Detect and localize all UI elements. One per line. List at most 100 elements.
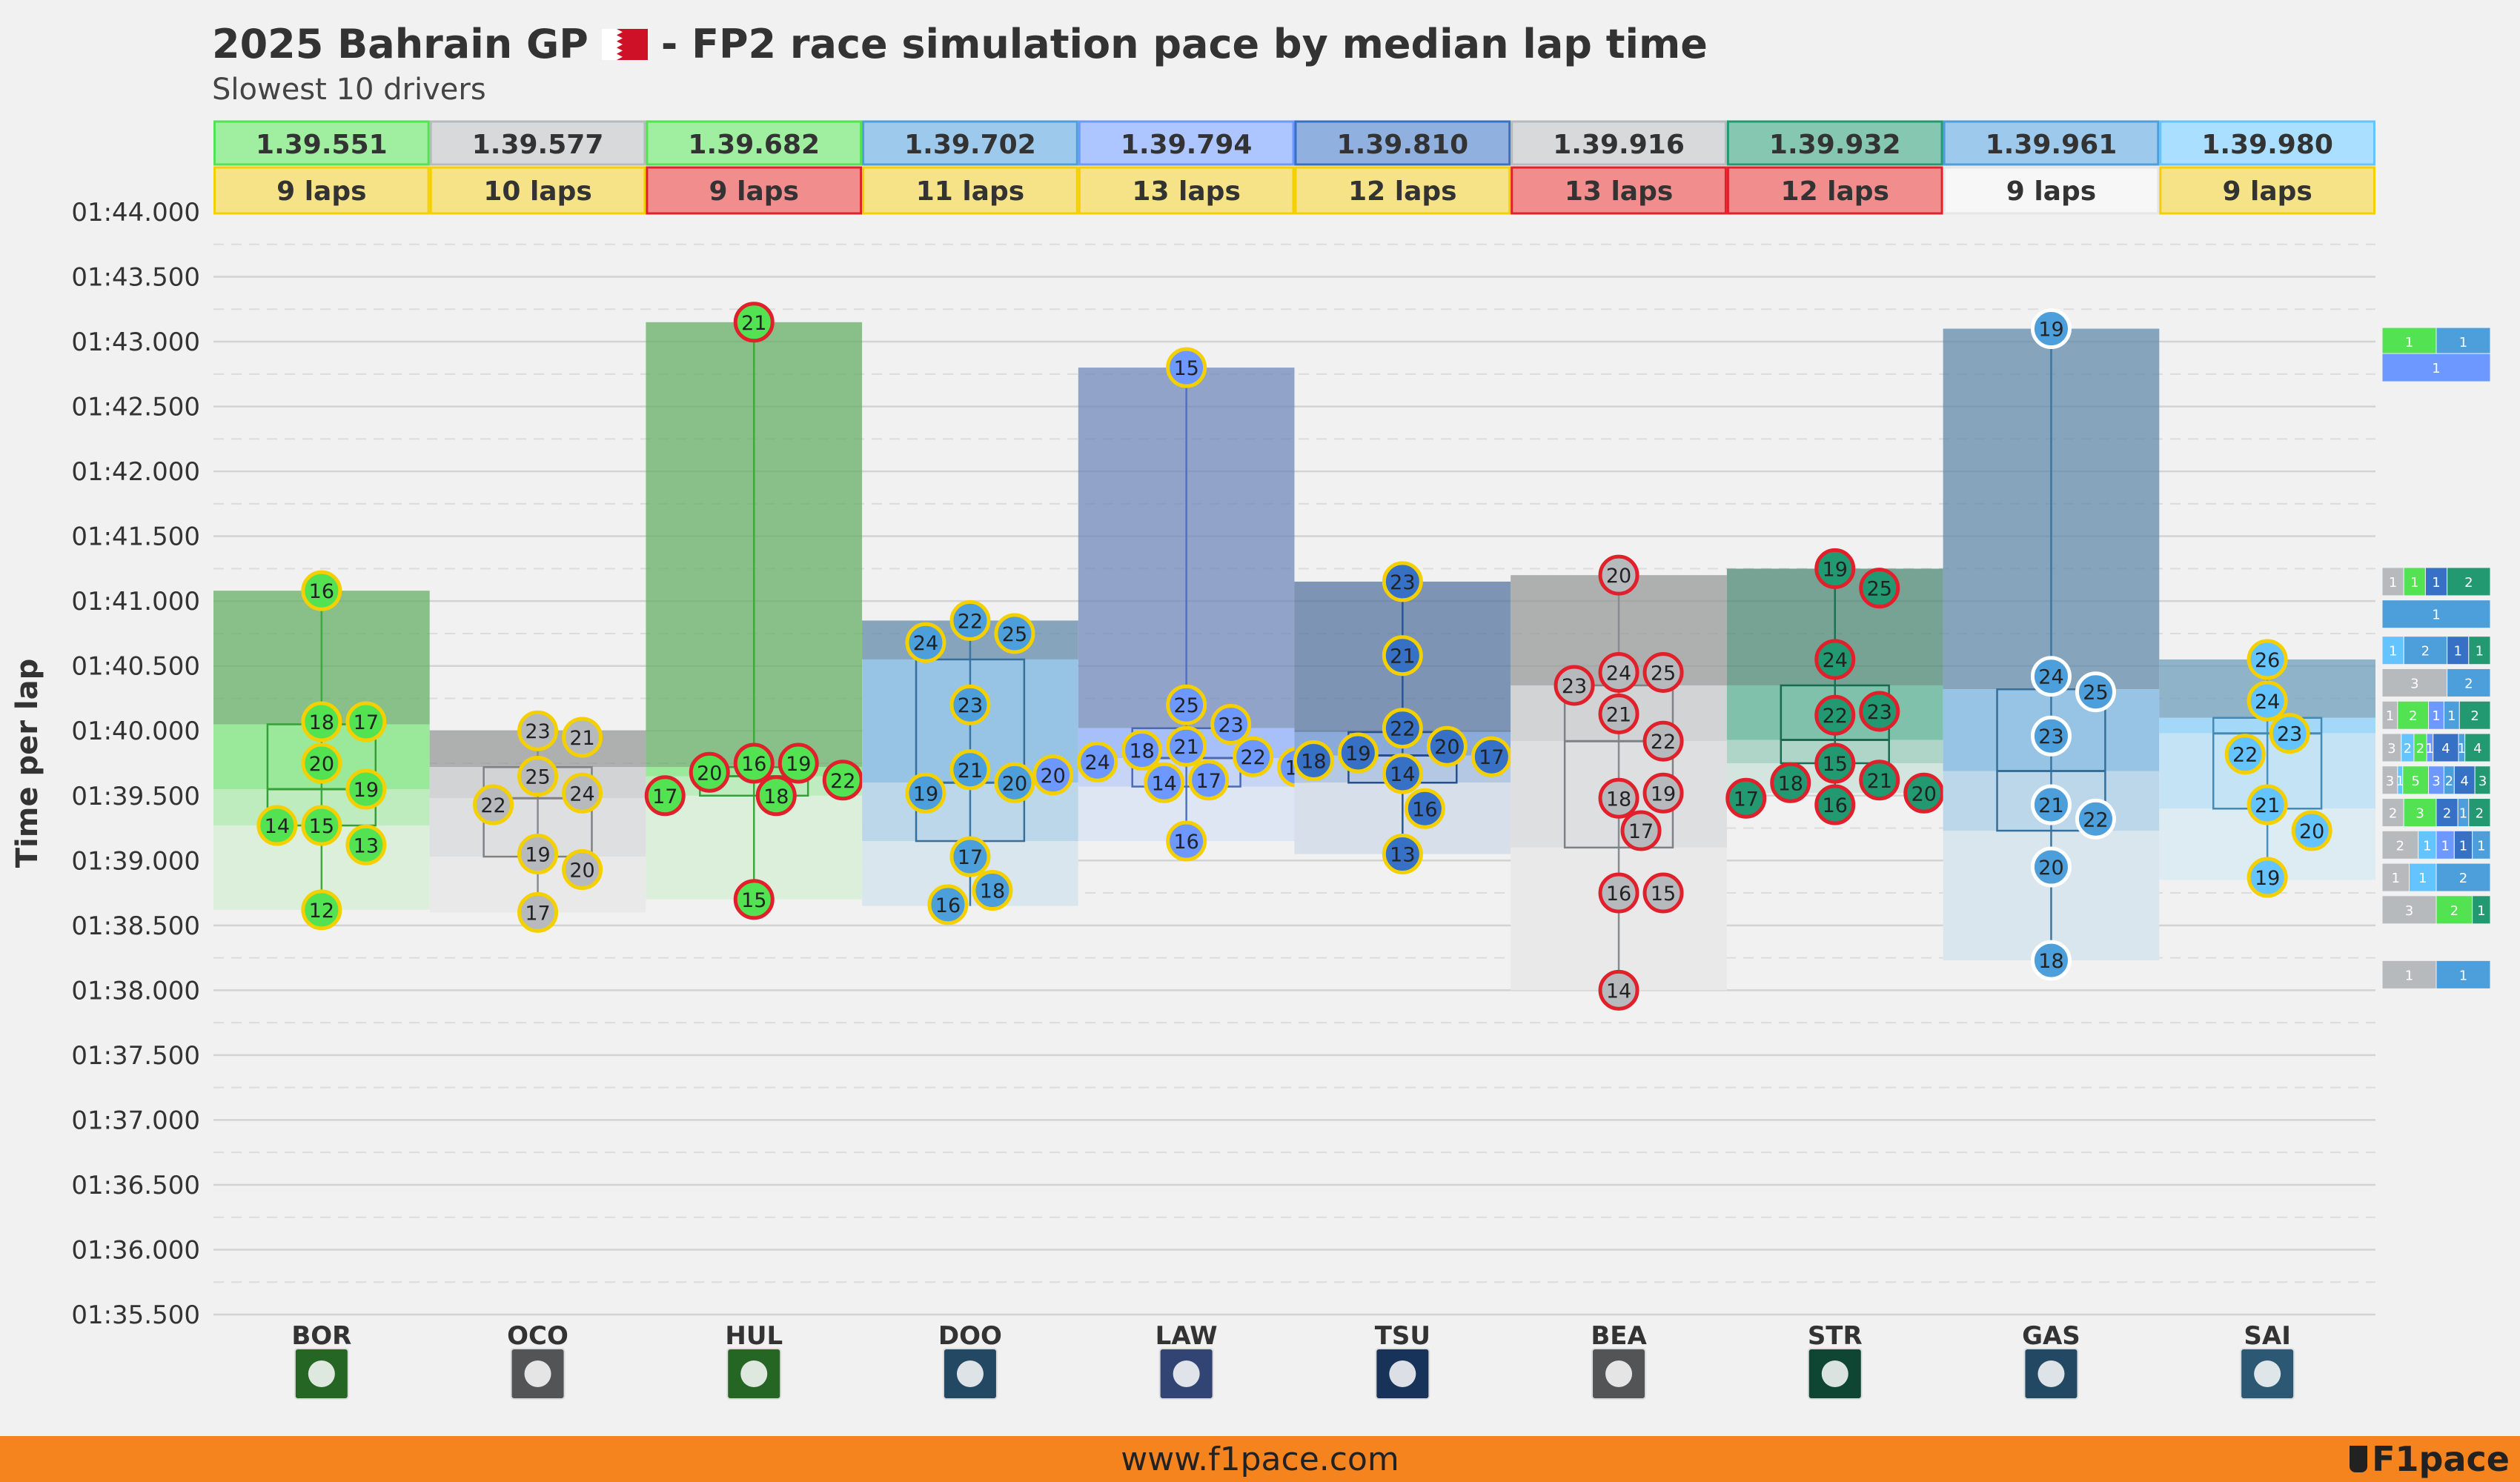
- lap-number: 14: [1606, 980, 1631, 1003]
- lap-number: 16: [1606, 883, 1631, 906]
- histogram-count: 1: [2459, 335, 2467, 350]
- histogram-cell: [2436, 863, 2491, 892]
- histogram-cell: [2381, 895, 2437, 925]
- y-tick-label: 01:39.500: [71, 782, 200, 811]
- y-tick-label: 01:44.000: [71, 198, 200, 227]
- lap-point: [1166, 725, 1207, 767]
- histogram-cell: [2447, 567, 2491, 597]
- lap-point: [1210, 703, 1252, 745]
- histogram-count: 4: [2461, 774, 2469, 789]
- lap-number: 17: [354, 711, 379, 734]
- histogram-cell: [2402, 765, 2430, 795]
- lap-point: [949, 749, 991, 791]
- side-histogram: 1 111 1 1 211 2 1 13 21 2 1 1 23 2 2 1 4 1 43 1 5 3 2 4 32 3 2 1 22 1…: [2381, 327, 2491, 989]
- lap-number: 13: [1390, 844, 1415, 867]
- footer-url[interactable]: www.f1pace.com: [1121, 1441, 1399, 1478]
- median-box: [1078, 120, 1295, 166]
- lap-point: [2030, 940, 2072, 981]
- histogram-count: 1: [2426, 741, 2434, 757]
- histogram-count: 1: [2405, 335, 2413, 350]
- lap-point: [972, 870, 1013, 911]
- lap-number: 26: [2255, 649, 2280, 672]
- y-tick-label: 01:41.000: [71, 587, 200, 617]
- histogram-count: 1: [2476, 644, 2484, 659]
- median-box: [646, 120, 863, 166]
- lap-point: [1598, 554, 1639, 596]
- lap-point: [733, 879, 775, 920]
- lap-number: 15: [309, 815, 334, 838]
- lap-number: 15: [741, 889, 766, 912]
- team-logo-mark-icon: [308, 1360, 335, 1387]
- histogram-count: 1: [2389, 575, 2397, 591]
- histogram-cell: [2433, 733, 2459, 762]
- lap-count: 12 laps: [1348, 176, 1456, 207]
- lap-number: 25: [1867, 578, 1892, 601]
- lap-number: 21: [1173, 736, 1198, 759]
- lap-number: 20: [697, 762, 722, 785]
- driver-code: BEA: [1591, 1321, 1647, 1351]
- histogram-cell: [2453, 765, 2476, 795]
- lap-point: [1598, 651, 1639, 693]
- lap-number: 19: [354, 779, 379, 802]
- histogram-count: 1: [2441, 838, 2449, 854]
- cup-icon: [2350, 1446, 2368, 1472]
- driver-code: OCO: [507, 1321, 568, 1351]
- lap-number: 19: [786, 753, 811, 776]
- lap-number: 17: [1196, 770, 1221, 793]
- y-tick-label: 01:37.000: [71, 1106, 200, 1135]
- lap-number: 23: [2038, 725, 2063, 748]
- lap-number: 24: [913, 632, 938, 655]
- histogram-cell: [2381, 636, 2404, 665]
- histogram-count: 1: [2477, 903, 2485, 919]
- lap-number: 20: [1434, 736, 1459, 759]
- lap-point: [1859, 568, 1900, 609]
- histogram-count: 2: [2416, 741, 2424, 757]
- lap-number: 20: [1911, 782, 1937, 805]
- histogram-count: 2: [2389, 806, 2397, 822]
- lap-number: 23: [1867, 701, 1892, 724]
- histogram-cell: [2381, 599, 2491, 629]
- lap-count: 9 laps: [709, 176, 799, 207]
- lap-number: 24: [2038, 666, 2063, 689]
- team-logo-mark-icon: [1605, 1360, 1633, 1387]
- median-lap-time: 1.39.702: [904, 130, 1036, 160]
- y-tick-label: 01:39.000: [71, 846, 200, 876]
- histogram-cell: [2403, 798, 2437, 828]
- lap-point: [473, 784, 514, 825]
- histogram-count: 3: [2478, 774, 2487, 789]
- driver-code: TSU: [1375, 1321, 1430, 1351]
- median-lap-time: 1.39.682: [688, 130, 820, 160]
- lap-point: [2247, 784, 2288, 825]
- histogram-count: 2: [2450, 903, 2458, 919]
- lap-point: [1337, 732, 1379, 774]
- histogram-count: 1: [2459, 838, 2467, 854]
- lap-number: 20: [2038, 857, 2063, 880]
- lap-number: 20: [569, 860, 594, 883]
- lap-count: 9 laps: [2222, 176, 2312, 207]
- lap-number: 23: [1218, 714, 1243, 737]
- y-axis-label: Time per lap: [10, 659, 44, 868]
- lap-point: [345, 701, 387, 742]
- lap-count: 13 laps: [1132, 176, 1240, 207]
- lap-number: 12: [309, 900, 334, 923]
- lap-point: [1382, 635, 1423, 677]
- lap-point: [1903, 772, 1945, 814]
- lap-point: [345, 768, 387, 810]
- driver-code: SAI: [2244, 1321, 2290, 1351]
- lap-number: 18: [1301, 750, 1326, 773]
- lap-number: 19: [1823, 558, 1848, 581]
- y-tick-label: 01:38.500: [71, 911, 200, 941]
- histogram-count: 1: [2458, 741, 2466, 757]
- lap-point: [1814, 694, 1856, 736]
- lap-number: 19: [913, 782, 938, 805]
- histogram-count: 3: [2405, 903, 2413, 919]
- lap-point: [1382, 708, 1423, 749]
- lap-point: [2030, 715, 2072, 757]
- histogram-count: 2: [2470, 708, 2478, 724]
- y-tick-label: 01:42.000: [71, 457, 200, 487]
- lap-point: [927, 884, 969, 926]
- histogram-count: 1: [2453, 644, 2461, 659]
- lap-point: [1077, 741, 1118, 782]
- driver-code: DOO: [938, 1321, 1002, 1351]
- histogram-cell: [2381, 353, 2491, 382]
